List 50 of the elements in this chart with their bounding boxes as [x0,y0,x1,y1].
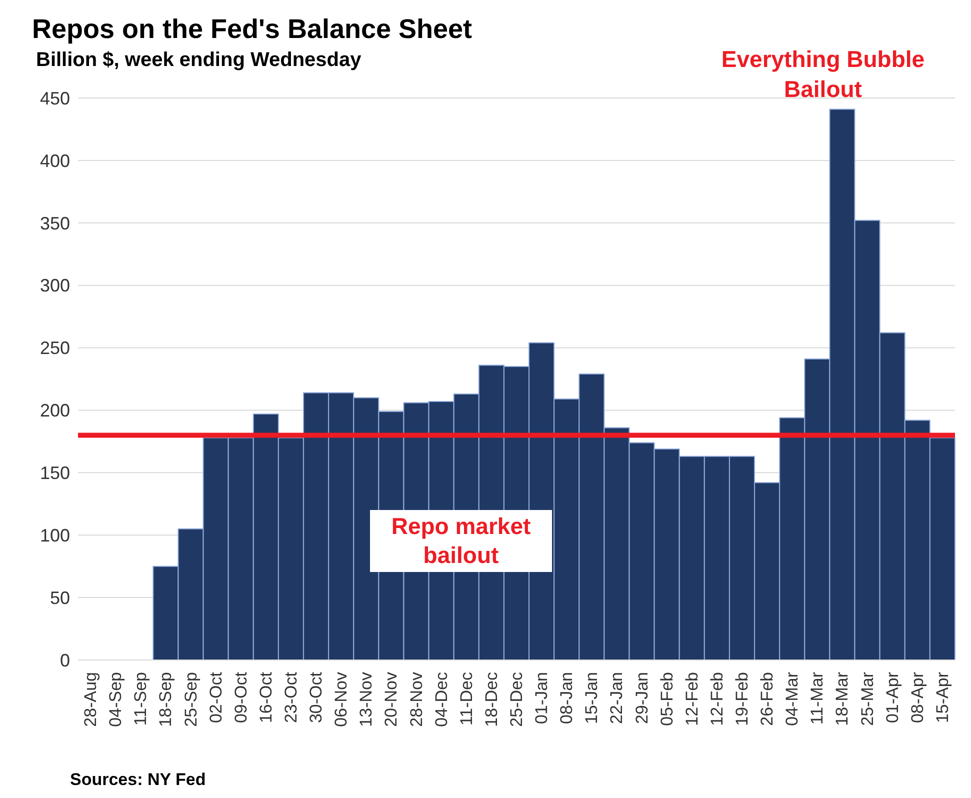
x-tick-label: 12-Feb [707,672,726,726]
y-tick-label: 450 [40,88,70,108]
x-tick-label: 09-Oct [231,672,250,724]
x-tick-label: 04-Mar [782,672,802,726]
x-tick-label: 04-Dec [432,672,451,727]
x-tick-label: 20-Nov [382,672,401,727]
x-tick-label: 08-Apr [908,672,927,724]
source-note: Sources: NY Fed [70,770,206,790]
x-tick-label: 02-Oct [206,672,226,724]
x-tick-label: 28-Nov [406,672,426,727]
y-tick-label: 50 [50,588,70,608]
y-tick-label: 200 [40,400,70,421]
x-tick-label: 25-Dec [507,672,526,727]
y-tick-label: 0 [60,650,70,670]
x-tick-label: 25-Mar [858,672,877,726]
x-tick-label: 11-Dec [456,672,476,726]
x-tick-label: 23-Oct [281,672,300,724]
x-tick-label: 06-Nov [332,672,351,727]
x-tick-label: 11-Sep [131,672,150,726]
x-tick-label: 08-Jan [557,672,576,724]
x-tick-label: 15-Jan [582,672,602,724]
x-tick-label: 18-Sep [156,672,176,727]
y-tick-label: 300 [40,276,70,296]
annotation: Repo market bailout [370,510,552,572]
y-tick-label: 250 [40,338,70,358]
y-tick-label: 100 [40,526,70,546]
x-tick-label: 30-Oct [306,672,326,724]
x-tick-label: 18-Mar [832,672,852,726]
chart-title: Repos on the Fed's Balance Sheet [32,13,474,45]
x-tick-label: 04-Sep [106,672,126,727]
x-tick-label: 11-Mar [808,672,827,725]
chart-subtitle: Billion $, week ending Wednesday [36,49,362,71]
annotation: Everything Bubble Bailout [720,45,926,104]
y-tick-label: 150 [40,463,70,484]
y-tick-label: 400 [40,150,70,171]
x-tick-label: 01-Jan [532,672,552,724]
x-tick-label: 15-Apr [932,672,952,724]
x-tick-label: 28-Aug [81,672,100,727]
x-tick-label: 29-Jan [632,672,652,724]
x-tick-label: 22-Jan [607,672,626,724]
x-tick-label: 05-Feb [657,672,676,726]
x-tick-label: 25-Sep [181,672,200,727]
x-tick-label: 19-Feb [732,672,752,726]
x-tick-label: 26-Feb [758,672,777,726]
x-tick-label: 12-Feb [682,672,702,726]
x-tick-label: 01-Apr [882,672,902,724]
x-tick-label: 16-Oct [256,672,276,724]
y-tick-label: 350 [40,213,70,234]
x-tick-label: 18-Dec [482,672,501,727]
x-tick-label: 13-Nov [356,672,376,727]
